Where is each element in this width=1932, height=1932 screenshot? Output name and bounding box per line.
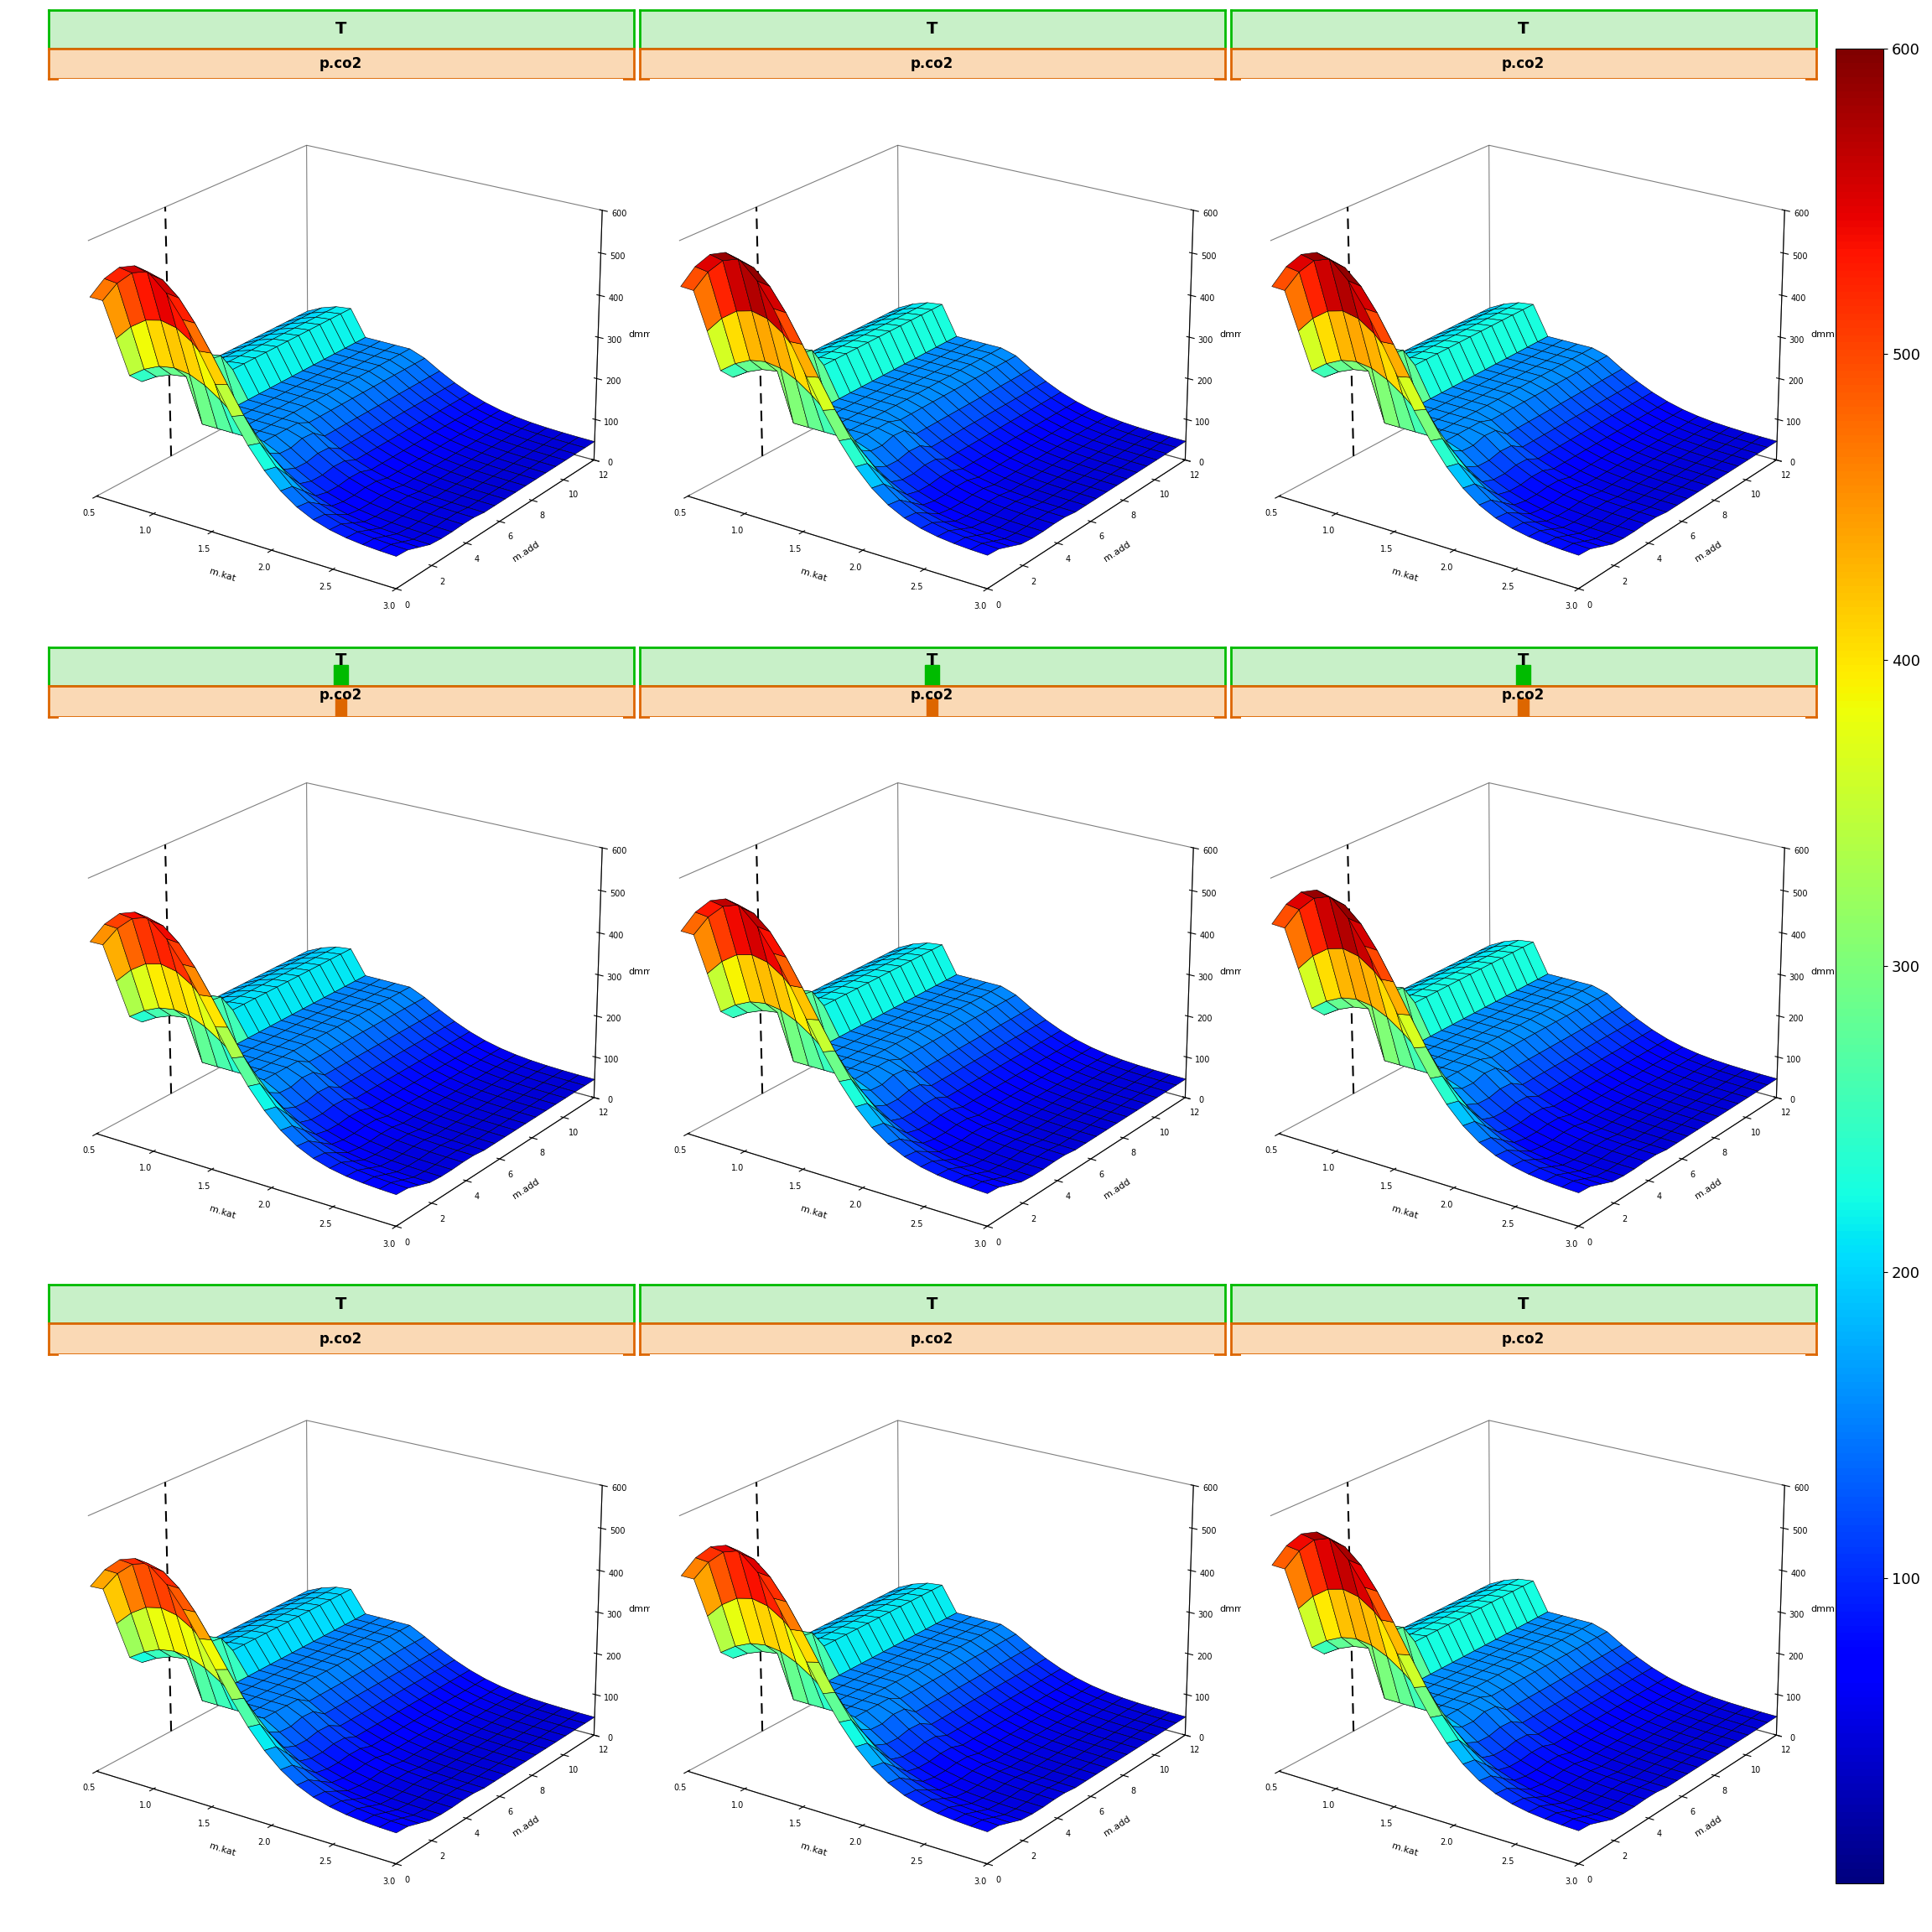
Y-axis label: m.add: m.add bbox=[512, 1177, 541, 1200]
Bar bbox=[927, 697, 937, 717]
X-axis label: m.kat: m.kat bbox=[800, 566, 827, 583]
Y-axis label: m.add: m.add bbox=[1103, 539, 1132, 562]
X-axis label: m.kat: m.kat bbox=[800, 1841, 827, 1859]
Text: T: T bbox=[1519, 21, 1528, 37]
X-axis label: m.kat: m.kat bbox=[1391, 1841, 1418, 1859]
Text: p.co2: p.co2 bbox=[1501, 1331, 1546, 1347]
Y-axis label: m.add: m.add bbox=[1103, 1177, 1132, 1200]
Bar bbox=[1519, 697, 1528, 717]
Text: T: T bbox=[927, 653, 937, 668]
Text: T: T bbox=[336, 21, 346, 37]
Bar bbox=[1517, 665, 1530, 686]
Text: T: T bbox=[1519, 1296, 1528, 1312]
Text: p.co2: p.co2 bbox=[1501, 688, 1546, 703]
Text: p.co2: p.co2 bbox=[910, 56, 954, 71]
Bar bbox=[925, 665, 939, 686]
Text: T: T bbox=[927, 1296, 937, 1312]
Text: T: T bbox=[927, 21, 937, 37]
Text: p.co2: p.co2 bbox=[1501, 56, 1546, 71]
Y-axis label: m.add: m.add bbox=[1694, 1814, 1723, 1837]
Y-axis label: m.add: m.add bbox=[512, 539, 541, 562]
Bar bbox=[336, 697, 346, 717]
Text: T: T bbox=[1519, 653, 1528, 668]
X-axis label: m.kat: m.kat bbox=[1391, 1204, 1418, 1221]
Bar bbox=[334, 665, 348, 686]
Y-axis label: m.add: m.add bbox=[512, 1814, 541, 1837]
Text: p.co2: p.co2 bbox=[319, 56, 363, 71]
Text: T: T bbox=[336, 1296, 346, 1312]
Text: p.co2: p.co2 bbox=[319, 1331, 363, 1347]
Text: p.co2: p.co2 bbox=[319, 688, 363, 703]
X-axis label: m.kat: m.kat bbox=[800, 1204, 827, 1221]
X-axis label: m.kat: m.kat bbox=[209, 1841, 236, 1859]
X-axis label: m.kat: m.kat bbox=[209, 566, 236, 583]
Y-axis label: m.add: m.add bbox=[1694, 539, 1723, 562]
Y-axis label: m.add: m.add bbox=[1103, 1814, 1132, 1837]
Text: p.co2: p.co2 bbox=[910, 688, 954, 703]
Text: p.co2: p.co2 bbox=[910, 1331, 954, 1347]
Y-axis label: m.add: m.add bbox=[1694, 1177, 1723, 1200]
X-axis label: m.kat: m.kat bbox=[1391, 566, 1418, 583]
X-axis label: m.kat: m.kat bbox=[209, 1204, 236, 1221]
Text: T: T bbox=[336, 653, 346, 668]
